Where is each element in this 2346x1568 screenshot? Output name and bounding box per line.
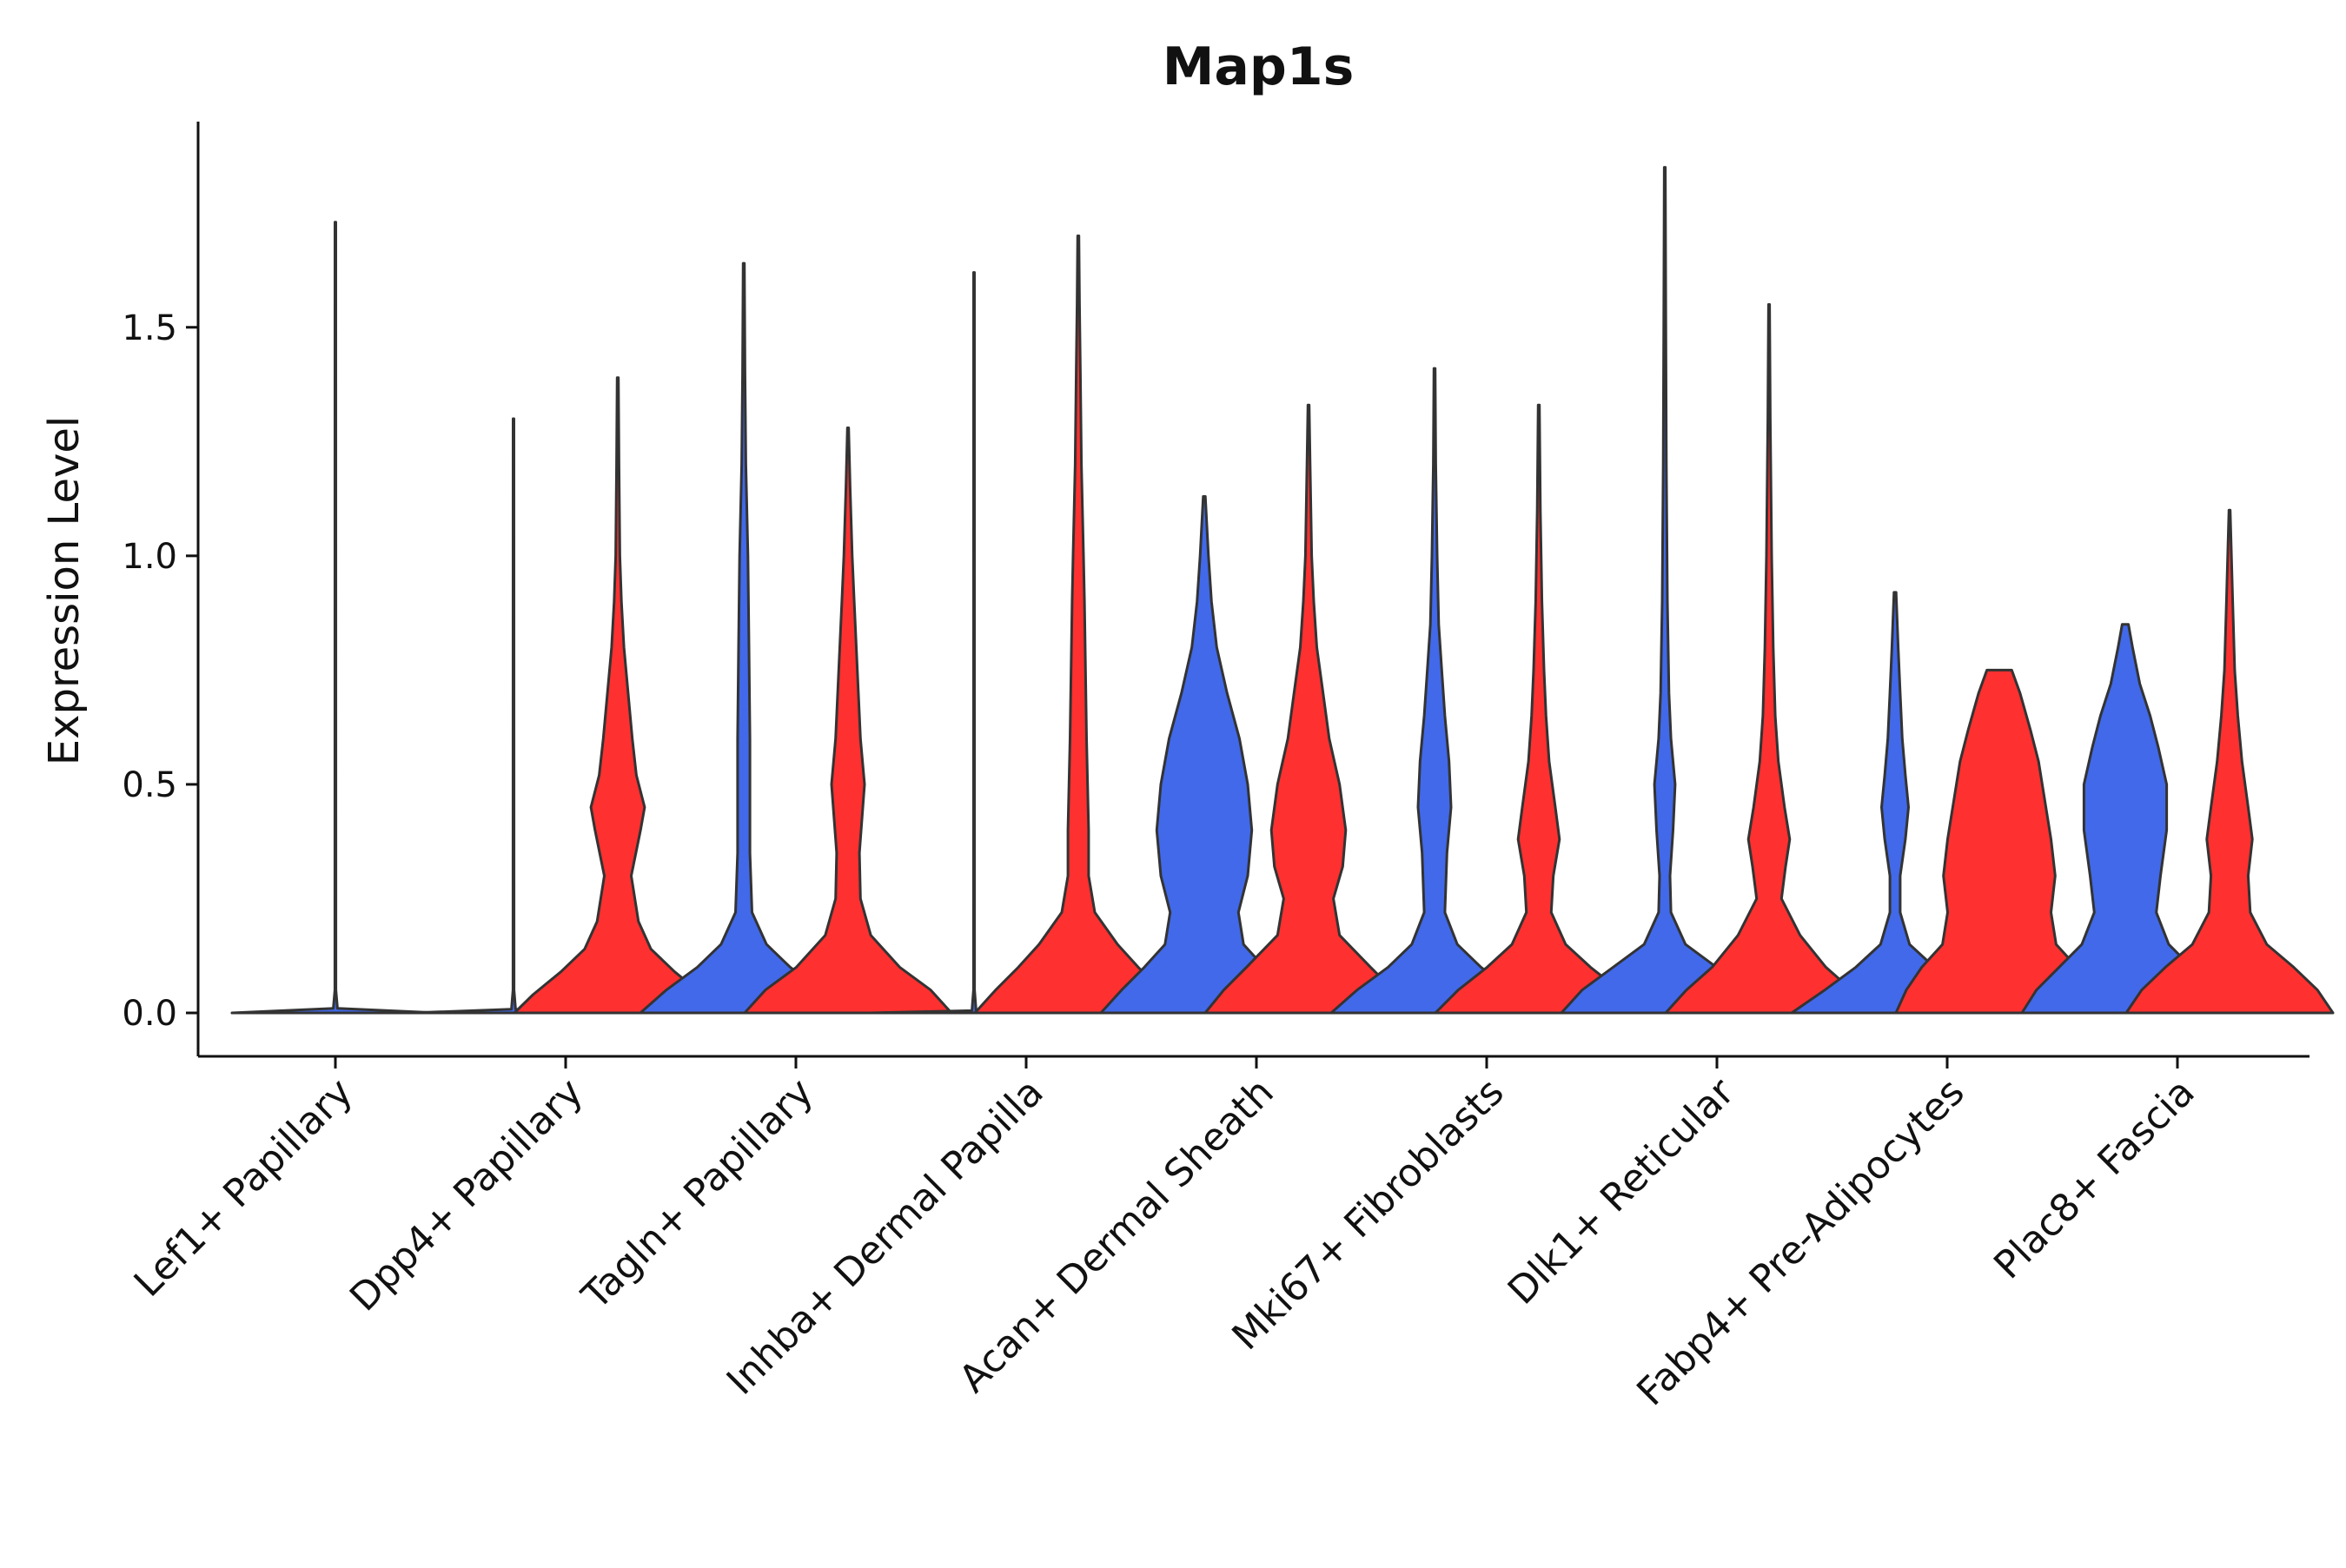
violin-dpp4-papillary-group_1 bbox=[408, 417, 619, 1015]
y-tick-label: 1.0 bbox=[122, 537, 177, 577]
violin-mki67-fibroblasts-group_2 bbox=[1434, 403, 1644, 1015]
violins-layer bbox=[230, 166, 2335, 1015]
x-category-label-dpp4-papillary: Dpp4+ Papillary bbox=[341, 1070, 592, 1320]
violin-fabp4-pre-adipocytes-group_2 bbox=[1894, 668, 2104, 1015]
y-tick-label: 0.5 bbox=[122, 765, 177, 805]
violin-inhba-dermal-papilla-group_2 bbox=[973, 235, 1183, 1015]
violin-tagln-papillary-group_2 bbox=[743, 427, 953, 1015]
violin-tagln-papillary-group_1 bbox=[639, 261, 849, 1015]
x-category-label-plac8-fascia: Plac8+ Fascia bbox=[1985, 1070, 2204, 1288]
violin-mki67-fibroblasts-group_1 bbox=[1329, 367, 1540, 1015]
chart-title: Map1s bbox=[1163, 36, 1355, 97]
violin-plac8-fascia-group_1 bbox=[2020, 623, 2230, 1015]
violin-dlk1-reticular-group_1 bbox=[1560, 166, 1770, 1015]
violin-lef1-papillary-group_1 bbox=[230, 221, 441, 1015]
y-tick-label: 1.5 bbox=[122, 308, 177, 348]
x-category-label-tagln-papillary: Tagln+ Papillary bbox=[573, 1070, 822, 1319]
y-axis-title: Expression Level bbox=[40, 416, 89, 766]
violin-fabp4-pre-adipocytes-group_1 bbox=[1790, 591, 2000, 1015]
axes-layer bbox=[186, 122, 2310, 1068]
x-category-label-lef1-papillary: Lef1+ Papillary bbox=[126, 1070, 361, 1306]
violin-dlk1-reticular-group_2 bbox=[1664, 303, 1874, 1015]
y-tick-label: 0.0 bbox=[122, 994, 177, 1034]
violin-inhba-dermal-papilla-group_1 bbox=[869, 271, 1079, 1015]
violin-plac8-fascia-group_2 bbox=[2124, 508, 2335, 1015]
violin-acan-dermal-sheath-group_2 bbox=[1203, 403, 1414, 1015]
violin-acan-dermal-sheath-group_1 bbox=[1099, 495, 1309, 1015]
x-category-label-dlk1-reticular: Dlk1+ Reticular bbox=[1500, 1069, 1744, 1313]
violin-dpp4-papillary-group_2 bbox=[513, 376, 723, 1015]
